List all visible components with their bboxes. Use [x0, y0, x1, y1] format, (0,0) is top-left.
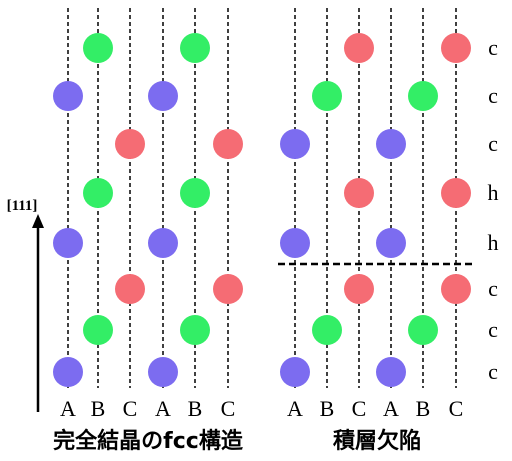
right-panel-caption: 積層欠陥 — [333, 428, 421, 454]
layer-label-4: h — [488, 230, 499, 255]
left-atom-A-layer-4 — [53, 228, 83, 258]
right-panel-atoms — [280, 33, 471, 387]
right-column-label-4: A — [383, 396, 399, 421]
right-column-label-6: C — [449, 396, 464, 421]
layer-label-7: c — [488, 83, 498, 108]
right-atom-C-layer-3 — [344, 274, 374, 304]
right-atom-A-layer-6 — [280, 129, 310, 159]
right-column-label-3: C — [352, 396, 367, 421]
left-atom-A-layer-7 — [53, 81, 83, 111]
left-column-label-2: B — [91, 396, 106, 421]
left-atom-B-layer-5 — [180, 178, 210, 208]
left-atom-B-layer-5 — [83, 178, 113, 208]
left-column-label-4: A — [155, 396, 171, 421]
left-atom-A-layer-1 — [53, 357, 83, 387]
right-atom-B-layer-2 — [408, 315, 438, 345]
right-column-label-5: B — [416, 396, 431, 421]
right-atom-B-layer-7 — [408, 81, 438, 111]
right-atom-C-layer-8 — [344, 33, 374, 63]
direction-axis: [111] — [7, 198, 44, 412]
layer-label-8: c — [488, 35, 498, 60]
right-atom-A-layer-6 — [376, 129, 406, 159]
left-atom-B-layer-2 — [180, 315, 210, 345]
right-atom-A-layer-1 — [280, 357, 310, 387]
left-panel-caption: 完全結晶のfcc構造 — [53, 428, 243, 454]
left-column-label-5: B — [188, 396, 203, 421]
layer-label-2: c — [488, 317, 498, 342]
right-atom-C-layer-5 — [344, 178, 374, 208]
left-atom-B-layer-8 — [180, 33, 210, 63]
left-column-label-6: C — [221, 396, 236, 421]
left-column-label-3: C — [123, 396, 138, 421]
left-atom-C-layer-6 — [213, 129, 243, 159]
layer-label-3: c — [488, 276, 498, 301]
left-atom-C-layer-3 — [115, 274, 145, 304]
left-panel-atoms — [53, 33, 243, 387]
right-atom-B-layer-2 — [312, 315, 342, 345]
right-atom-A-layer-4 — [280, 228, 310, 258]
layer-label-6: c — [488, 131, 498, 156]
right-atom-C-layer-8 — [441, 33, 471, 63]
right-atom-C-layer-5 — [441, 178, 471, 208]
layer-label-5: h — [488, 180, 499, 205]
left-atom-B-layer-2 — [83, 315, 113, 345]
right-atom-C-layer-3 — [441, 274, 471, 304]
axis-arrowhead — [32, 214, 44, 228]
left-atom-A-layer-4 — [148, 228, 178, 258]
left-atom-C-layer-6 — [115, 129, 145, 159]
right-atom-A-layer-4 — [376, 228, 406, 258]
right-atom-B-layer-7 — [312, 81, 342, 111]
left-atom-A-layer-7 — [148, 81, 178, 111]
left-atom-C-layer-3 — [213, 274, 243, 304]
left-atom-B-layer-8 — [83, 33, 113, 63]
right-column-label-2: B — [320, 396, 335, 421]
layer-label-1: c — [488, 359, 498, 384]
left-column-label-1: A — [60, 396, 76, 421]
right-column-label-1: A — [287, 396, 303, 421]
left-atom-A-layer-1 — [148, 357, 178, 387]
right-atom-A-layer-1 — [376, 357, 406, 387]
axis-label: [111] — [7, 198, 38, 214]
